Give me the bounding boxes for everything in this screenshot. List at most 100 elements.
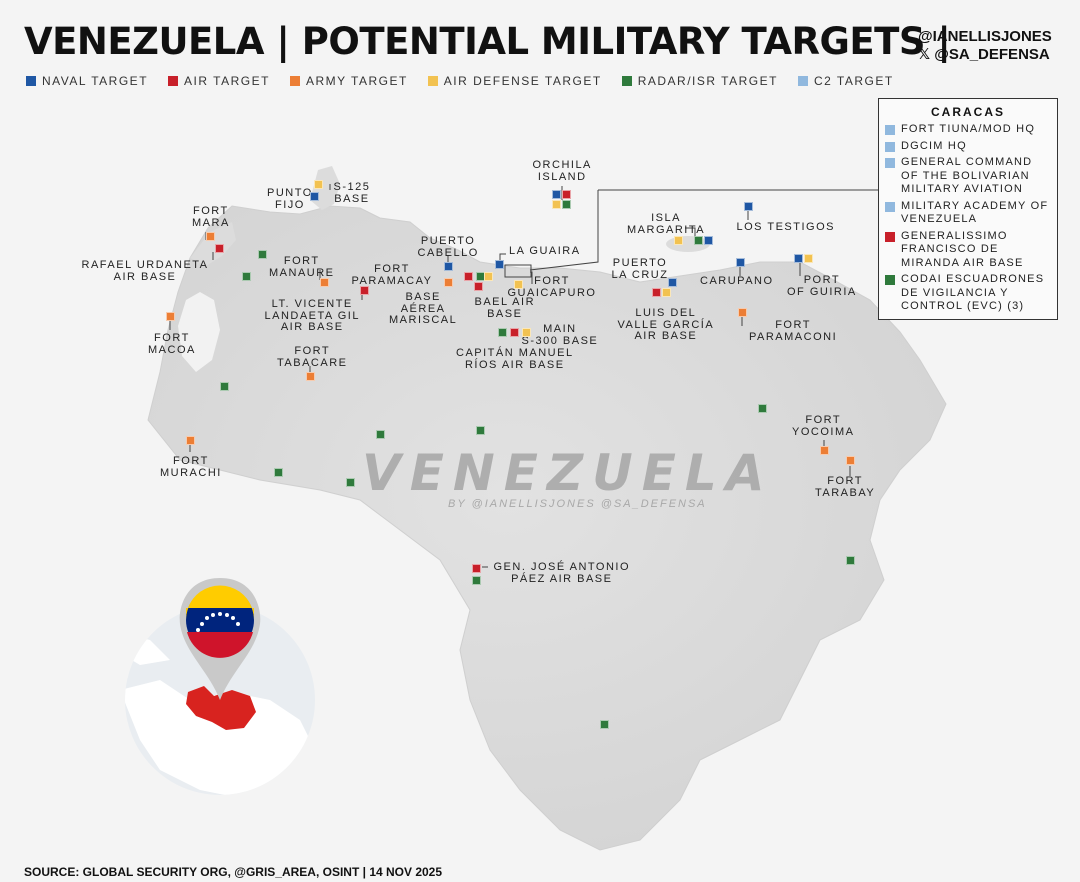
caracas-list: FORT TIUNA/MOD HQ DGCIM HQ GENERAL COMMAND… (885, 123, 1051, 314)
marker-air-defense[interactable] (314, 180, 323, 189)
site-label: CAPITÁN MANUEL RÍOS AIR BASE (456, 347, 574, 371)
legend-item-c2: C2 TARGET (797, 74, 894, 88)
legend-swatch (26, 76, 36, 86)
legend-item-radar: RADAR/ISR TARGET (621, 74, 778, 88)
inset-landmass (125, 680, 315, 795)
leader-lines (169, 184, 878, 568)
site-label: MAIN S-300 BASE (521, 323, 599, 347)
site-label: BASE AÉREA MARISCAL (389, 291, 458, 326)
marker-air[interactable] (215, 244, 224, 253)
marker-radar[interactable] (220, 382, 229, 391)
marker-radar[interactable] (258, 250, 267, 259)
marker-air[interactable] (360, 286, 369, 295)
legend-swatch (168, 76, 179, 86)
handle-instagram: @IANELLISJONES (918, 28, 1052, 45)
marker-naval[interactable] (744, 202, 753, 211)
marker-air-defense[interactable] (674, 236, 683, 245)
marker-army[interactable] (820, 446, 829, 455)
legend-label: AIR DEFENSE TARGET (443, 74, 602, 88)
marker-air[interactable] (510, 328, 519, 337)
marker-naval[interactable] (310, 192, 319, 201)
marker-army[interactable] (166, 312, 175, 321)
site-label: PUERTO CABELLO (417, 235, 479, 259)
marker-radar[interactable] (562, 200, 571, 209)
site-label: PUNTO FIJO (267, 187, 313, 211)
site-label: LUIS DEL VALLE GARCÍA AIR BASE (617, 307, 715, 342)
marker-army[interactable] (186, 436, 195, 445)
marker-naval[interactable] (444, 262, 453, 271)
marker-air-defense[interactable] (484, 272, 493, 281)
site-label: FORT PARAMACONI (749, 319, 838, 343)
caracas-item-label: CODAI ESCUADRONES DE VIGILANCIA Y CONTRO… (901, 273, 1045, 312)
marker-radar[interactable] (472, 576, 481, 585)
marker-radar[interactable] (846, 556, 855, 565)
legend-swatch (427, 76, 438, 86)
legend-label: ARMY TARGET (305, 74, 408, 88)
handle-x: 𝕏 @SA_DEFENSA (918, 46, 1050, 63)
author-handles: @IANELLISJONES 𝕏 @SA_DEFENSA (918, 28, 1052, 64)
marker-army[interactable] (320, 278, 329, 287)
caracas-item: GENERALISSIMO FRANCISCO DE MIRANDA AIR B… (885, 230, 1051, 271)
marker-air[interactable] (652, 288, 661, 297)
site-label: LA GUAIRA (509, 245, 581, 257)
caracas-box: CARACAS FORT TIUNA/MOD HQ DGCIM HQ GENERAL… (878, 98, 1058, 320)
legend-label: C2 TARGET (813, 74, 894, 88)
marker-air-defense[interactable] (514, 280, 523, 289)
legend-swatch (289, 76, 300, 86)
marker-army[interactable] (738, 308, 747, 317)
legend-item-army: ARMY TARGET (289, 74, 408, 88)
marker-naval[interactable] (794, 254, 803, 263)
marker-radar[interactable] (274, 468, 283, 477)
marker-radar[interactable] (694, 236, 703, 245)
marker-army[interactable] (846, 456, 855, 465)
marker-air-defense[interactable] (522, 328, 531, 337)
marker-naval[interactable] (668, 278, 677, 287)
marker-air[interactable] (464, 272, 473, 281)
marker-air[interactable] (474, 282, 483, 291)
marker-naval[interactable] (736, 258, 745, 267)
caracas-item: CODAI ESCUADRONES DE VIGILANCIA Y CONTRO… (885, 273, 1051, 314)
marker-naval[interactable] (495, 260, 504, 269)
site-label: S-125 BASE (333, 181, 371, 205)
site-label: BAEL AIR BASE (474, 296, 536, 320)
marker-radar[interactable] (758, 404, 767, 413)
marker-naval[interactable] (704, 236, 713, 245)
legend-swatch (797, 76, 808, 86)
site-label: FORT TABACARE (277, 345, 348, 369)
marker-air[interactable] (562, 190, 571, 199)
marker-radar[interactable] (476, 426, 485, 435)
marker-air-defense[interactable] (662, 288, 671, 297)
legend-label: NAVAL TARGET (42, 74, 149, 88)
marker-army[interactable] (444, 278, 453, 287)
marker-air-defense[interactable] (804, 254, 813, 263)
page-title: VENEZUELA | POTENTIAL MILITARY TARGETS | (24, 20, 951, 63)
site-label: LT. VICENTE LANDAETA GIL AIR BASE (264, 298, 360, 333)
caracas-item: FORT TIUNA/MOD HQ (885, 123, 1051, 137)
caracas-item-label: MILITARY ACADEMY OF VENEZUELA (901, 199, 1049, 226)
marker-air-defense[interactable] (552, 200, 561, 209)
marker-radar[interactable] (600, 720, 609, 729)
marker-radar[interactable] (498, 328, 507, 337)
marker-radar[interactable] (346, 478, 355, 487)
site-label: FORT TARABAY (815, 475, 876, 499)
legend-label: RADAR/ISR TARGET (637, 74, 778, 88)
marker-army[interactable] (206, 232, 215, 241)
marker-radar[interactable] (242, 272, 251, 281)
caracas-item-label: GENERAL COMMAND OF THE BOLIVARIAN MILITA… (901, 156, 1033, 195)
marker-radar[interactable] (376, 430, 385, 439)
marker-army[interactable] (306, 372, 315, 381)
site-label: ORCHILA ISLAND (532, 159, 592, 183)
site-label: FORT PARAMACAY (351, 263, 433, 287)
site-label: PUERTO LA CRUZ (611, 257, 669, 281)
venezuela-territory (147, 205, 947, 851)
site-label: FORT MANAURE (269, 255, 335, 279)
source-footer: SOURCE: GLOBAL SECURITY ORG, @GRIS_AREA,… (24, 865, 443, 879)
marker-naval[interactable] (552, 190, 561, 199)
caracas-highlight-box (504, 264, 532, 278)
caracas-swatch (885, 141, 895, 152)
marker-air[interactable] (472, 564, 481, 573)
legend-item-air-defense: AIR DEFENSE TARGET (427, 74, 602, 88)
watermark-title: VENEZUELA (362, 444, 774, 502)
